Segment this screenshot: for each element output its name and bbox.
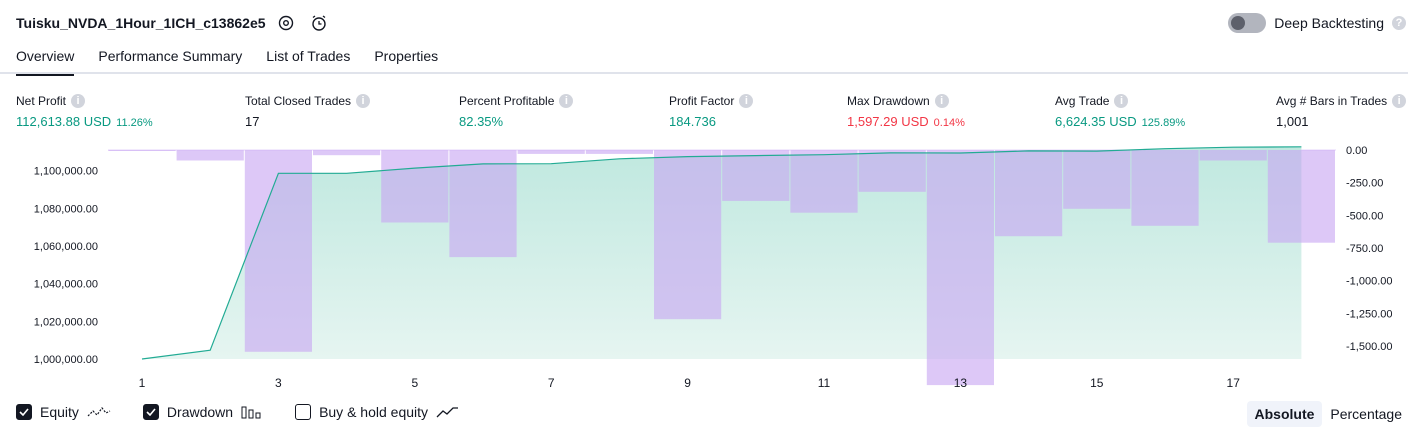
drawdown-bar (313, 150, 380, 155)
drawdown-bar (1200, 150, 1267, 161)
toggle-knob (1231, 16, 1245, 30)
help-icon[interactable]: ? (1392, 16, 1406, 30)
x-tick-label: 9 (684, 376, 691, 390)
drawdown-bar (586, 150, 653, 154)
metric-value: 112,613.88 USD (16, 114, 111, 129)
metric-value: 1,001 (1276, 114, 1309, 129)
y-right-tick-label: -500.00 (1346, 210, 1383, 222)
buy-hold-checkbox[interactable] (295, 404, 311, 420)
legend-drawdown[interactable]: Drawdown (143, 404, 263, 420)
drawdown-checkbox[interactable] (143, 404, 159, 420)
x-tick-label: 11 (818, 376, 831, 390)
absolute-option[interactable]: Absolute (1247, 401, 1323, 427)
info-icon[interactable]: i (1114, 94, 1128, 108)
metric-value: 6,624.35 USD (1055, 114, 1137, 129)
chart-legend: Equity Drawdown Buy & hold equity (16, 404, 492, 420)
info-icon[interactable]: i (559, 94, 573, 108)
drawdown-bar (995, 150, 1062, 236)
metric-percent: 125.89% (1142, 117, 1185, 129)
metric-max-drawdown: Max Drawdown i 1,597.29 USD 0.14% (847, 94, 965, 129)
drawdown-bar (1063, 150, 1130, 209)
info-icon[interactable]: i (739, 94, 753, 108)
metric-percent-profitable: Percent Profitable i 82.35% (459, 94, 573, 129)
drawdown-bar (927, 150, 994, 385)
drawdown-bar (245, 150, 312, 352)
drawdown-bar (722, 150, 789, 201)
drawdown-bar (859, 150, 926, 192)
metric-label: Total Closed Trades (245, 94, 351, 108)
metric-value: 1,597.29 USD (847, 114, 929, 129)
y-left-tick-label: 1,100,000.00 (34, 166, 98, 178)
equity-label: Equity (40, 404, 79, 420)
drawdown-bar (654, 150, 721, 319)
metric-net-profit: Net Profit i 112,613.88 USD 11.26% (16, 94, 153, 129)
metric-percent: 11.26% (116, 117, 153, 129)
drawdown-bar (108, 150, 175, 151)
x-tick-label: 1 (139, 376, 146, 390)
y-left-tick-label: 1,040,000.00 (34, 279, 98, 291)
x-tick-label: 3 (275, 376, 282, 390)
y-right-tick-label: 0.00 (1346, 145, 1367, 157)
info-icon[interactable]: i (356, 94, 370, 108)
metric-label: Net Profit (16, 94, 66, 108)
metric-value: 17 (245, 114, 259, 129)
equity-checkbox[interactable] (16, 404, 32, 420)
metric-avg-trade: Avg Trade i 6,624.35 USD 125.89% (1055, 94, 1185, 129)
x-tick-label: 17 (1227, 376, 1241, 390)
y-left-tick-label: 1,060,000.00 (34, 241, 98, 253)
metric-avg-bars-in-trades: Avg # Bars in Trades i 1,001 (1276, 94, 1406, 129)
x-tick-label: 15 (1090, 376, 1104, 390)
drawdown-bar (449, 150, 516, 257)
drawdown-bar (1131, 150, 1198, 226)
metric-label: Max Drawdown (847, 94, 930, 108)
add-alert-clock-icon[interactable] (309, 13, 329, 33)
buy-hold-label: Buy & hold equity (319, 404, 428, 420)
y-left-tick-label: 1,080,000.00 (34, 203, 98, 215)
y-right-tick-label: -1,500.00 (1346, 341, 1392, 353)
buy-hold-line-icon (436, 405, 460, 419)
y-right-tick-label: -1,250.00 (1346, 308, 1392, 320)
drawdown-bar (790, 150, 857, 213)
info-icon[interactable]: i (1392, 94, 1406, 108)
value-mode-toggle: Absolute Percentage (1247, 401, 1411, 427)
info-icon[interactable]: i (935, 94, 949, 108)
settings-gear-icon[interactable] (276, 13, 296, 33)
drawdown-bar (1268, 150, 1335, 243)
drawdown-label: Drawdown (167, 404, 233, 420)
metric-total-closed-trades: Total Closed Trades i 17 (245, 94, 370, 129)
x-tick-label: 7 (548, 376, 555, 390)
metric-label: Percent Profitable (459, 94, 554, 108)
percentage-option[interactable]: Percentage (1322, 401, 1410, 427)
strategy-title: Tuisku_NVDA_1Hour_1ICH_c13862e5 (16, 15, 266, 31)
metric-value: 184.736 (669, 114, 716, 129)
legend-equity[interactable]: Equity (16, 404, 111, 420)
metric-label: Profit Factor (669, 94, 734, 108)
metric-label: Avg Trade (1055, 94, 1109, 108)
deep-backtesting-control: Deep Backtesting ? (1228, 13, 1406, 33)
deep-backtesting-label: Deep Backtesting (1274, 15, 1384, 31)
metric-profit-factor: Profit Factor i 184.736 (669, 94, 753, 129)
y-right-tick-label: -750.00 (1346, 243, 1383, 255)
y-right-tick-label: -250.00 (1346, 178, 1383, 190)
x-tick-label: 13 (954, 376, 968, 390)
legend-buy-hold[interactable]: Buy & hold equity (295, 404, 460, 420)
y-right-tick-label: -1,000.00 (1346, 276, 1392, 288)
drawdown-bar (177, 150, 244, 161)
y-left-tick-label: 1,020,000.00 (34, 316, 98, 328)
equity-line-icon (87, 405, 111, 419)
deep-backtesting-toggle[interactable] (1228, 13, 1266, 33)
drawdown-bar (518, 150, 585, 154)
metric-label: Avg # Bars in Trades (1276, 94, 1387, 108)
tab-divider (0, 72, 1408, 74)
drawdown-bar (381, 150, 448, 223)
metric-value: 82.35% (459, 114, 503, 129)
equity-drawdown-chart[interactable]: 1,000,000.00 1,020,000.00 1,040,000.00 1,06… (0, 140, 1424, 396)
drawdown-bars-icon (241, 405, 263, 419)
y-left-tick-label: 1,000,000.00 (34, 354, 98, 366)
x-tick-label: 5 (411, 376, 418, 390)
info-icon[interactable]: i (71, 94, 85, 108)
metric-percent: 0.14% (934, 117, 965, 129)
